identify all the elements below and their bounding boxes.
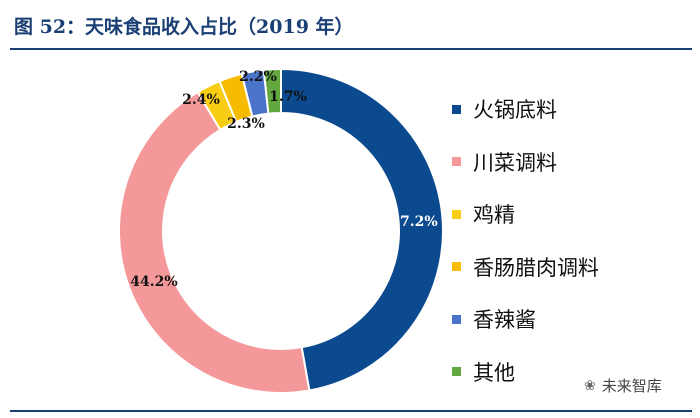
data-label-1: 47.2%	[390, 214, 437, 230]
data-label-5: 2.2%	[239, 69, 277, 85]
bottom-rule	[10, 410, 692, 412]
legend-swatch	[452, 262, 461, 272]
slice-6	[262, 67, 282, 115]
legend-swatch	[452, 104, 461, 114]
legend-item: 鸡精	[452, 188, 599, 241]
legend-item: 香肠腊肉调料	[452, 241, 599, 294]
watermark-text: 未来智库	[601, 377, 662, 395]
legend-item: 川菜调料	[452, 136, 599, 189]
data-label-4: 2.3%	[227, 116, 265, 132]
legend-item: 其他	[452, 346, 599, 399]
data-label-3: 2.4%	[182, 92, 220, 108]
legend: 火锅底料川菜调料鸡精香肠腊肉调料 香辣酱其他	[452, 83, 599, 398]
slice-2	[118, 90, 311, 394]
legend-label: 其他	[473, 360, 515, 385]
legend-item: 火锅底料	[452, 83, 599, 136]
legend-label: 香肠腊肉调料	[473, 255, 599, 280]
legend-swatch	[452, 209, 461, 219]
wechat-icon: ❀	[584, 377, 596, 394]
watermark: ❀ 未来智库	[584, 375, 662, 396]
legend-swatch	[452, 367, 461, 377]
legend-swatch	[452, 157, 461, 167]
top-rule	[10, 48, 692, 50]
legend-label: 火锅底料	[473, 98, 557, 123]
slice-1	[280, 67, 444, 392]
legend-swatch	[452, 314, 461, 324]
chart-title: 图 52：天味食品收入占比（2019 年）	[14, 16, 354, 38]
legend-label: 川菜调料	[473, 150, 557, 175]
legend-label: 鸡精	[473, 203, 515, 228]
data-label-2: 44.2%	[130, 274, 177, 290]
legend-item: 香辣酱	[452, 293, 599, 346]
data-label-6: 1.7%	[269, 89, 307, 105]
legend-label: 香辣酱	[473, 308, 536, 333]
